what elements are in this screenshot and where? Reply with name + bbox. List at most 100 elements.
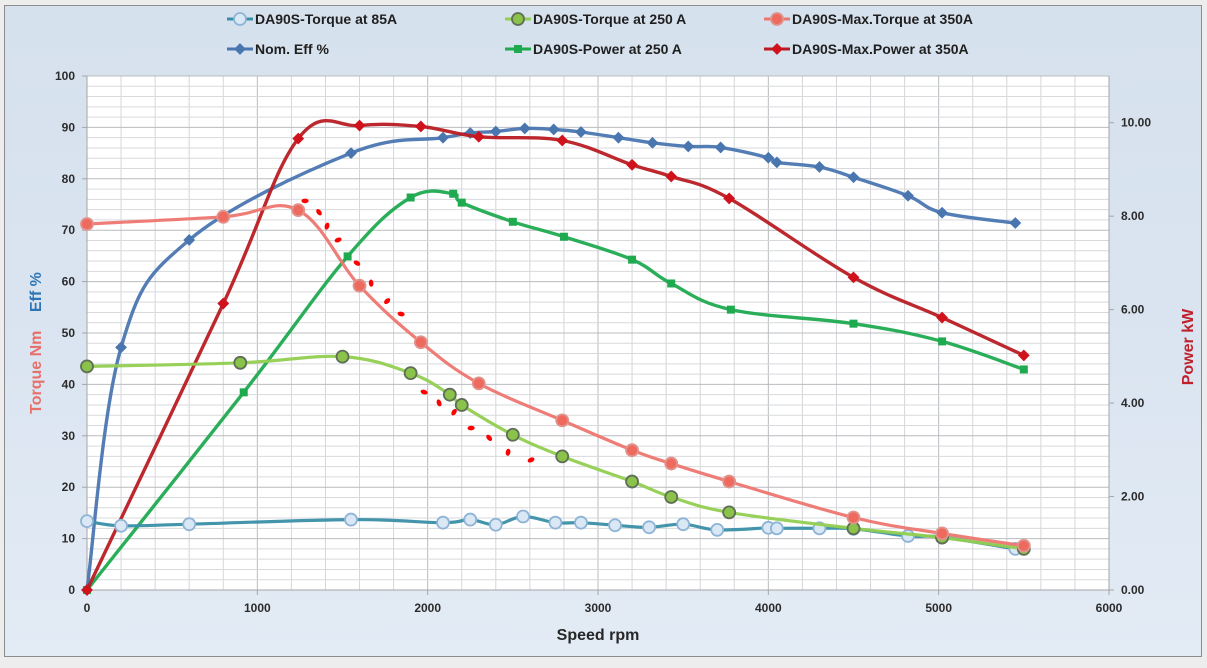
annotation-dot — [384, 298, 391, 305]
data-point — [664, 456, 679, 471]
data-point — [471, 376, 486, 391]
series-da90s-power-at-250-a — [83, 189, 1028, 594]
legend-label: DA90S-Power at 250 A — [533, 41, 682, 57]
data-point — [403, 366, 418, 380]
data-point — [575, 126, 587, 138]
y-left-title-eff: Eff % — [28, 272, 45, 312]
data-point — [352, 278, 367, 293]
legend-marker-icon — [511, 12, 525, 26]
x-tick-label: 0 — [84, 601, 91, 615]
data-point — [216, 209, 231, 224]
legend-item: DA90S-Max.Power at 350A — [764, 41, 969, 57]
data-point — [722, 505, 737, 520]
data-point — [344, 512, 358, 527]
data-point — [80, 359, 94, 374]
data-point — [574, 515, 588, 530]
y-left-tick-label: 50 — [62, 326, 76, 340]
series-line — [85, 189, 1026, 592]
data-point — [762, 151, 775, 164]
annotation-dot — [334, 237, 342, 243]
data-point — [813, 161, 826, 173]
data-point — [463, 512, 478, 527]
legend-item: DA90S-Torque at 85A — [227, 11, 397, 27]
data-point — [935, 526, 949, 541]
data-point — [182, 517, 197, 532]
data-point — [608, 518, 622, 533]
y-right-tick-label: 0.00 — [1121, 583, 1145, 597]
data-point — [518, 122, 531, 135]
y-right-tick-label: 10.00 — [1121, 116, 1151, 130]
legend-item: DA90S-Max.Torque at 350A — [764, 11, 973, 27]
data-point — [1017, 349, 1030, 362]
axes: 0 1000 2000 3000 4000 5000 6000 0 10 20 30 40 50 60 70… — [55, 69, 1151, 615]
annotation-dot — [527, 457, 535, 463]
legend: DA90S-Torque at 85A DA90S-Torque at 250 A… — [227, 11, 973, 57]
data-point — [437, 131, 449, 144]
annotation-dotted-curve — [301, 198, 405, 317]
legend-marker-icon — [514, 45, 522, 53]
annotation-dot — [451, 408, 457, 416]
annotation-dot — [486, 434, 493, 441]
legend-marker-icon — [234, 43, 246, 55]
data-point — [770, 156, 783, 169]
y-left-tick-label: 30 — [62, 429, 76, 443]
data-point — [217, 297, 230, 310]
data-point — [488, 517, 503, 532]
x-tick-label: 2000 — [414, 601, 441, 615]
data-point — [436, 515, 450, 530]
data-point — [626, 158, 638, 171]
data-point — [936, 206, 948, 219]
y-left-tick-label: 0 — [68, 583, 75, 597]
data-point — [1019, 365, 1028, 374]
x-tick-label: 6000 — [1096, 601, 1123, 615]
data-point — [183, 234, 196, 246]
legend-label: Nom. Eff % — [255, 41, 329, 57]
data-point — [846, 510, 861, 525]
annotation-dot — [420, 389, 428, 395]
legend-item: DA90S-Torque at 250 A — [505, 11, 686, 27]
data-point — [508, 217, 517, 226]
data-point — [938, 337, 947, 346]
data-point — [239, 388, 248, 397]
y-left-title-torque: Torque Nm — [28, 331, 45, 414]
annotation-dot — [324, 222, 330, 230]
data-point — [413, 335, 428, 350]
y-left-tick-label: 20 — [62, 480, 76, 494]
y-left-axis-title: Torque Nm Eff % — [28, 272, 45, 414]
data-point — [345, 147, 357, 160]
x-tick-label: 5000 — [925, 601, 952, 615]
series-nom-eff — [81, 122, 1022, 596]
legend-label: DA90S-Max.Torque at 350A — [792, 11, 973, 27]
data-point — [726, 305, 735, 314]
data-point — [682, 140, 695, 153]
y-left-tick-label: 40 — [62, 377, 76, 391]
data-point — [442, 387, 457, 402]
legend-item: Nom. Eff % — [227, 41, 329, 57]
legend-marker-icon — [233, 12, 247, 26]
data-point — [505, 427, 520, 442]
data-point — [457, 198, 466, 207]
data-point — [665, 170, 678, 183]
y-right-axis-title: Power kW — [1180, 308, 1197, 385]
data-point — [849, 319, 858, 328]
legend-label: DA90S-Torque at 250 A — [533, 11, 686, 27]
data-point — [902, 189, 914, 202]
data-point — [233, 355, 248, 370]
x-tick-label: 1000 — [244, 601, 271, 615]
data-point — [406, 193, 415, 202]
data-point — [114, 518, 128, 533]
data-point — [628, 255, 637, 264]
data-point — [472, 130, 485, 143]
legend-label: DA90S-Max.Power at 350A — [792, 41, 969, 57]
data-point — [80, 514, 94, 529]
data-point — [625, 443, 639, 458]
data-point — [516, 509, 530, 524]
annotation-dot — [436, 399, 442, 407]
series-da90s-max-power-at-350a — [81, 119, 1030, 596]
y-left-tick-label: 90 — [62, 120, 76, 134]
data-point — [936, 311, 948, 324]
series-da90s-torque-at-250-a — [80, 349, 1031, 556]
chart: DA90S-Torque at 85A DA90S-Torque at 250 A… — [28, 11, 1197, 644]
data-point — [555, 413, 570, 428]
data-point — [1016, 538, 1031, 553]
